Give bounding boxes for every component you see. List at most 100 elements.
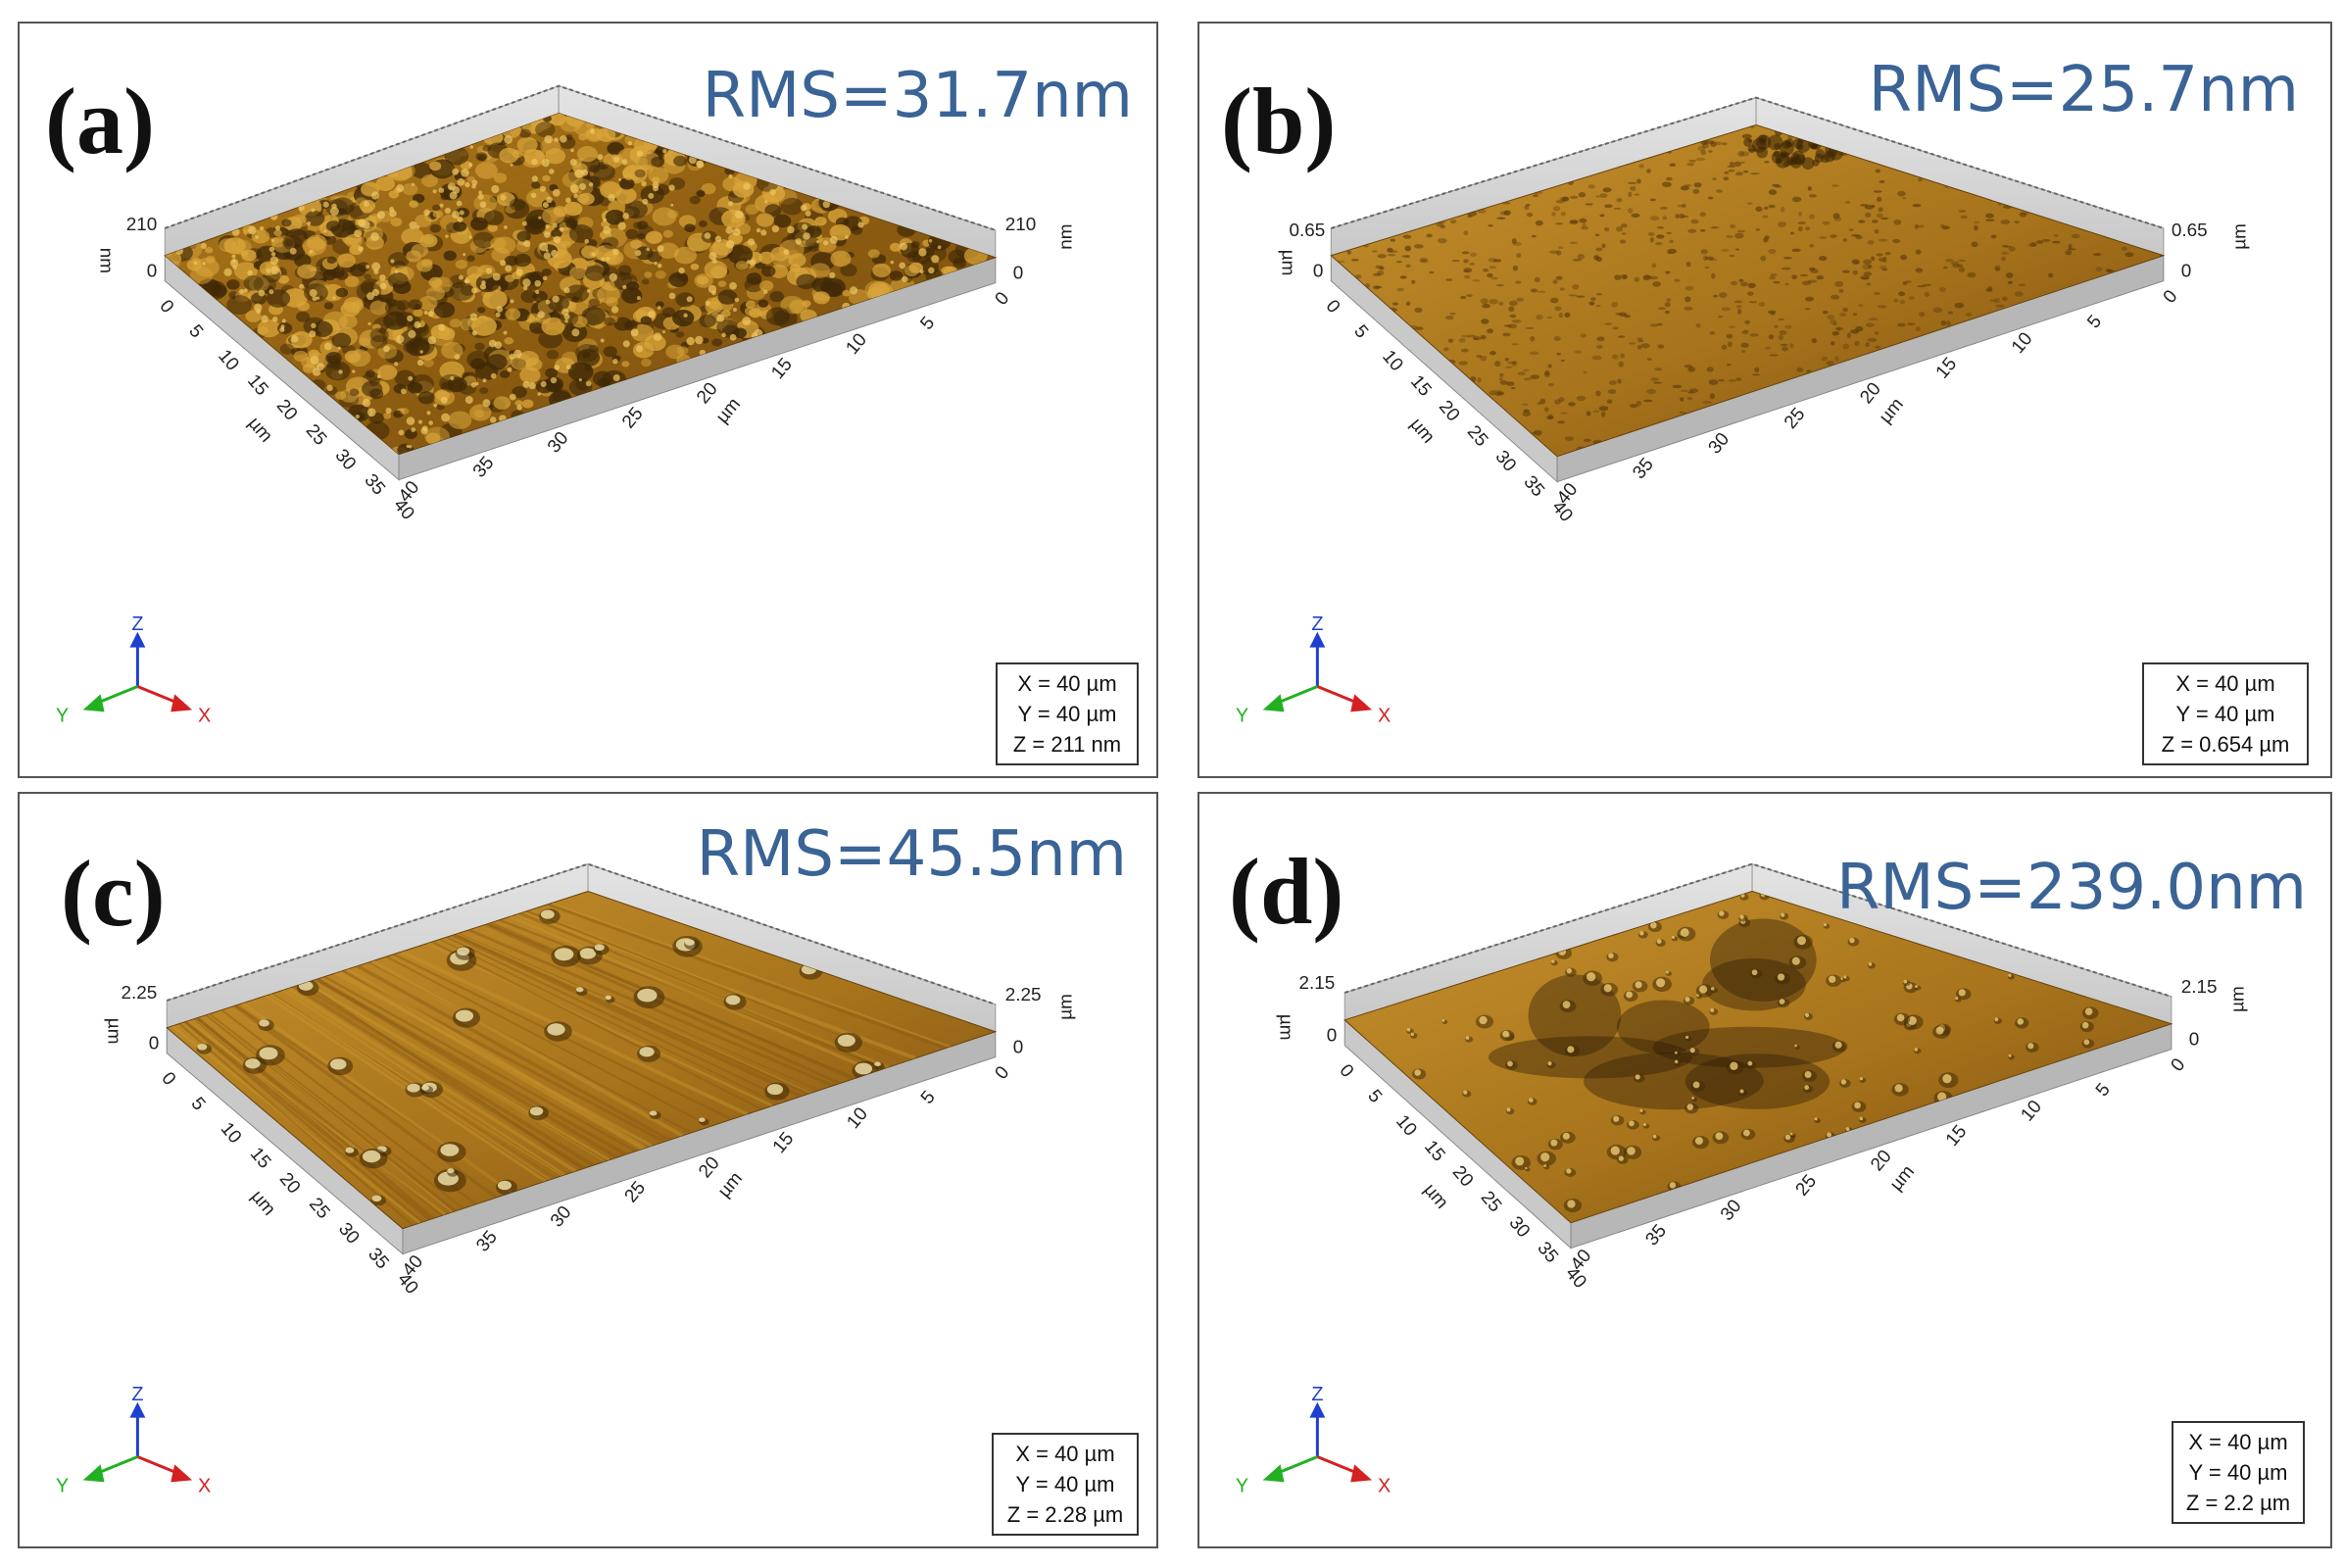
- y-tick-label: 30: [547, 1202, 576, 1232]
- y-tick-label: 20: [693, 379, 722, 409]
- y-axis-unit: µm: [1876, 394, 1908, 427]
- legend-y: Y = 40 µm: [1015, 1472, 1115, 1496]
- y-tick-label: 5: [917, 1087, 940, 1108]
- legend-y: Y = 40 µm: [2188, 1460, 2288, 1485]
- legend-x: X = 40 µm: [2175, 671, 2275, 696]
- rms-value: RMS=25.7nm: [1868, 54, 2299, 126]
- legend-x: X = 40 µm: [1017, 671, 1117, 696]
- z-unit-left: µm: [1278, 250, 1298, 276]
- x-tick-label: 20: [272, 396, 302, 425]
- y-tick-label: 10: [843, 1103, 872, 1133]
- y-axis-unit: µm: [1886, 1161, 1919, 1195]
- afm-panel-c: 0 0 5 5 10 10 15 15 20 20 25 25 30 30 35 35 40 40 µm µm 2.25…: [18, 792, 1158, 1548]
- z-unit-right: µm: [2229, 223, 2250, 250]
- scale-legend: X = 40 µm Y = 40 µm Z = 211 nm: [996, 662, 1139, 765]
- axis-y-label: Y: [56, 1475, 69, 1496]
- x-tick-label: 10: [1378, 346, 1407, 375]
- z-zero-left: 0: [147, 262, 158, 282]
- axis-x-label: X: [198, 1475, 211, 1496]
- afm-surface-plot: 0 05 51010151520202525303035354040µmµm0.65…: [1236, 96, 2250, 727]
- z-max-left: 2.25: [122, 983, 158, 1004]
- y-tick-label: 25: [1792, 1171, 1822, 1200]
- x-tick-label: 25: [302, 420, 331, 450]
- z-max-right: 210: [1005, 215, 1037, 235]
- axis-triad: Z X Y: [1236, 613, 1392, 727]
- axis-triad: Z X Y: [1236, 1384, 1392, 1497]
- legend-y: Y = 40 µm: [1017, 702, 1117, 726]
- x-tick-label: 25: [1463, 421, 1492, 451]
- y-tick-label: 15: [1932, 354, 1962, 383]
- afm-panel-b: 0 0 5 5 10 10 15 15 20 20 25 25 30 30 35 35 40 40 µm µm 0.65…: [1197, 22, 2332, 778]
- axis-y-label: Y: [1236, 1475, 1248, 1496]
- z-max-right: 0.65: [2172, 220, 2208, 241]
- z-unit-left: nm: [96, 248, 117, 273]
- x-axis-unit: µm: [244, 414, 276, 447]
- axis-y-label: Y: [56, 705, 69, 726]
- z-zero-left: 0: [149, 1034, 160, 1054]
- y-axis-unit: µm: [712, 394, 745, 427]
- x-tick-label: 10: [214, 346, 243, 375]
- y-tick-label: 0: [2160, 286, 2182, 308]
- axis-z-label: Z: [1311, 1384, 1323, 1405]
- x-tick-label: 20: [1435, 397, 1464, 426]
- y-tick-label: 10: [2008, 328, 2037, 358]
- y-tick-label: 20: [1867, 1147, 1896, 1176]
- y-tick-label: 0: [2168, 1054, 2190, 1076]
- x-tick-label: 0: [1335, 1060, 1357, 1082]
- z-zero-left: 0: [1313, 262, 1324, 282]
- z-unit-right: µm: [2227, 986, 2248, 1012]
- x-tick-label: 30: [1505, 1212, 1535, 1242]
- legend-x: X = 40 µm: [2188, 1430, 2288, 1454]
- z-unit-left: µm: [104, 1018, 124, 1045]
- y-tick-label: 25: [1781, 404, 1810, 433]
- legend-z: Z = 211 nm: [1012, 732, 1122, 757]
- y-tick-label: 0: [992, 288, 1014, 310]
- z-unit-right: µm: [1055, 994, 1076, 1020]
- z-zero-right: 0: [2181, 262, 2192, 282]
- y-tick-label: 25: [621, 1178, 651, 1207]
- x-tick-label: 15: [1420, 1137, 1449, 1166]
- x-tick-label: 5: [1349, 321, 1372, 343]
- y-tick-label: 15: [769, 1129, 799, 1158]
- legend-y: Y = 40 µm: [2175, 702, 2275, 726]
- afm-surface-plot: 0 05 51010151520202525303035354040µmµm2100…: [56, 84, 1076, 727]
- axis-z-label: Z: [131, 613, 143, 635]
- z-zero-left: 0: [1327, 1026, 1338, 1047]
- y-tick-label: 35: [1641, 1221, 1671, 1250]
- y-tick-label: 35: [472, 1227, 502, 1256]
- axis-triad: Z X Y: [56, 613, 212, 727]
- x-tick-label: 35: [360, 470, 389, 500]
- legend-x: X = 40 µm: [1015, 1442, 1115, 1466]
- z-max-right: 2.25: [1005, 985, 1042, 1005]
- y-tick-label: 5: [2083, 312, 2106, 333]
- y-tick-label: 20: [695, 1153, 724, 1183]
- y-tick-label: 35: [469, 453, 499, 482]
- axis-y-label: Y: [1236, 705, 1248, 726]
- panel-label: (a): [45, 69, 155, 173]
- z-unit-left: µm: [1276, 1014, 1296, 1041]
- scale-legend: X = 40 µm Y = 40 µm Z = 0.654 µm: [2142, 662, 2309, 765]
- rms-value: RMS=31.7nm: [702, 60, 1133, 132]
- z-max-left: 0.65: [1290, 220, 1326, 241]
- x-tick-label: 0: [157, 1068, 179, 1090]
- z-unit-right: nm: [1055, 224, 1076, 250]
- x-axis-unit: µm: [1420, 1180, 1452, 1213]
- z-max-left: 2.15: [1299, 973, 1336, 994]
- legend-z: Z = 2.2 µm: [2185, 1491, 2291, 1515]
- x-tick-label: 0: [1322, 296, 1344, 318]
- x-tick-label: 15: [246, 1144, 275, 1173]
- panel-label: (d): [1229, 839, 1344, 944]
- x-tick-label: 30: [331, 445, 361, 474]
- afm-surface-plot: 0 05 51010151520202525303035354040µmµm2.15…: [1236, 862, 2248, 1497]
- surface-3d: 0 05 51010151520202525303035354040µmµm2.25…: [56, 862, 1076, 1496]
- rms-value: RMS=45.5nm: [696, 818, 1127, 891]
- x-tick-label: 30: [1491, 447, 1521, 476]
- axis-x-label: X: [1378, 705, 1391, 726]
- z-zero-right: 0: [1013, 264, 1024, 284]
- z-max-right: 2.15: [2181, 977, 2218, 998]
- z-zero-right: 0: [2189, 1030, 2200, 1051]
- y-tick-label: 10: [2017, 1097, 2046, 1126]
- x-tick-label: 5: [1363, 1086, 1386, 1107]
- panel-label: (c): [61, 841, 166, 946]
- x-tick-label: 5: [184, 321, 207, 343]
